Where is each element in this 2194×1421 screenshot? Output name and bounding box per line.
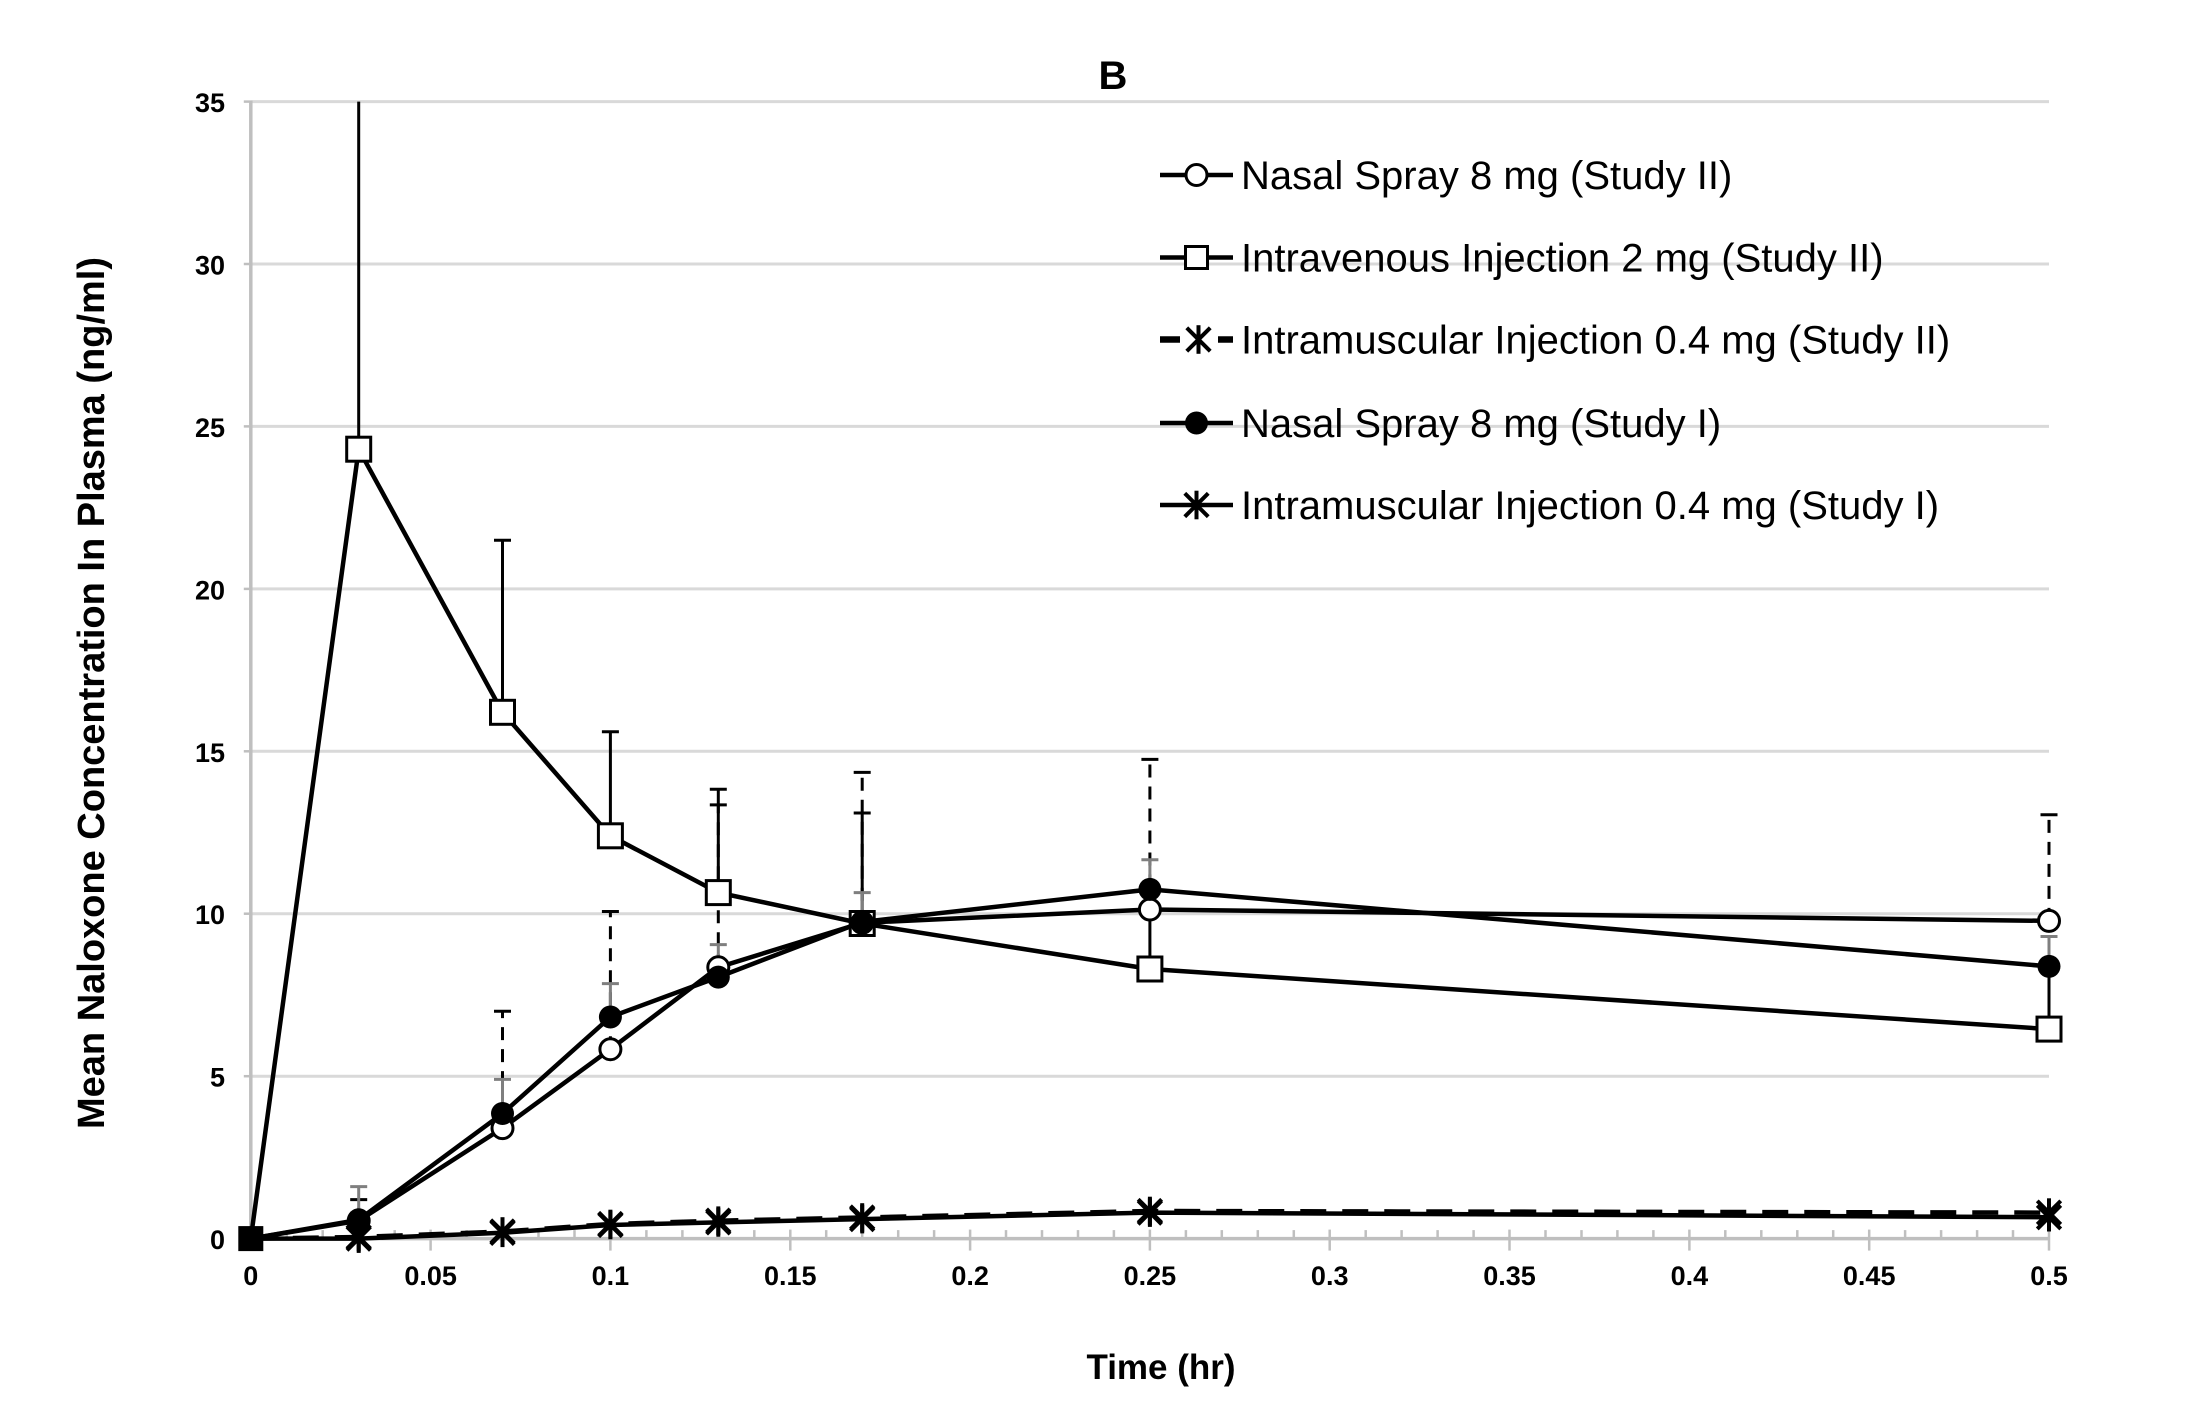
svg-text:Intramuscular Injection 0.4 mg: Intramuscular Injection 0.4 mg (Study I)	[1241, 484, 1939, 528]
svg-text:0.5: 0.5	[2030, 1261, 2068, 1291]
svg-text:0.4: 0.4	[1671, 1261, 1709, 1291]
svg-text:5: 5	[210, 1063, 225, 1093]
svg-text:Intravenous Injection 2 mg (St: Intravenous Injection 2 mg (Study II)	[1241, 237, 1884, 281]
svg-text:Nasal Spray 8 mg (Study II): Nasal Spray 8 mg (Study II)	[1241, 154, 1732, 198]
svg-text:0.35: 0.35	[1483, 1261, 1536, 1291]
svg-text:0.25: 0.25	[1124, 1261, 1177, 1291]
svg-text:0.1: 0.1	[592, 1261, 630, 1291]
svg-text:Nasal Spray 8 mg (Study I): Nasal Spray 8 mg (Study I)	[1241, 402, 1721, 446]
svg-text:0.3: 0.3	[1311, 1261, 1349, 1291]
svg-text:0.15: 0.15	[764, 1261, 817, 1291]
svg-text:25: 25	[195, 413, 225, 443]
svg-text:10: 10	[195, 900, 225, 930]
svg-text:0.45: 0.45	[1843, 1261, 1896, 1291]
svg-text:0: 0	[243, 1261, 258, 1291]
svg-text:Mean Naloxone Concentration In: Mean Naloxone Concentration In Plasma (n…	[71, 257, 113, 1129]
svg-text:B: B	[1099, 54, 1128, 98]
svg-text:15: 15	[195, 738, 225, 768]
svg-text:20: 20	[195, 575, 225, 605]
svg-text:0.05: 0.05	[404, 1261, 457, 1291]
svg-text:0.2: 0.2	[951, 1261, 989, 1291]
svg-text:30: 30	[195, 251, 225, 281]
svg-text:Intramuscular Injection 0.4 mg: Intramuscular Injection 0.4 mg (Study II…	[1241, 319, 1950, 363]
svg-text:Time (hr): Time (hr)	[1086, 1348, 1235, 1387]
svg-text:35: 35	[195, 88, 225, 118]
svg-text:0: 0	[210, 1225, 225, 1255]
